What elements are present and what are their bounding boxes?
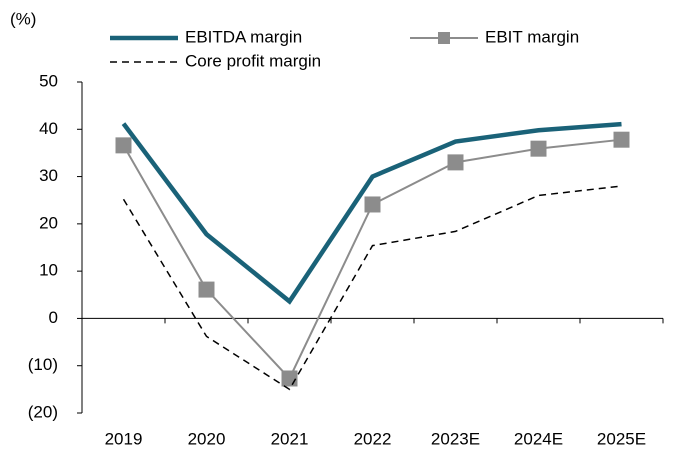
legend-label: EBIT margin (485, 27, 579, 46)
marker (198, 281, 215, 298)
legend-label: Core profit margin (185, 51, 321, 70)
marker (115, 137, 132, 154)
x-tick-label: 2019 (105, 429, 143, 448)
x-tick-label: 2025E (597, 429, 646, 448)
y-tick-label: 20 (39, 213, 58, 232)
x-tick-label: 2021 (271, 429, 309, 448)
marker (530, 140, 547, 157)
y-tick-label: 10 (39, 261, 58, 280)
marker (364, 196, 381, 213)
y-tick-label: (20) (28, 402, 58, 421)
legend-label: EBITDA margin (185, 27, 302, 46)
marker (613, 131, 630, 148)
x-tick-label: 2023E (431, 429, 480, 448)
series-line (121, 121, 622, 305)
y-axis-label: (%) (10, 9, 36, 28)
y-tick-label: 30 (39, 166, 58, 185)
y-tick-label: 50 (39, 71, 58, 90)
y-tick-label: 0 (49, 308, 58, 327)
legend-marker (438, 32, 450, 44)
x-tick-label: 2020 (188, 429, 226, 448)
y-tick-label: 40 (39, 119, 58, 138)
marker (447, 154, 464, 171)
x-tick-label: 2024E (514, 429, 563, 448)
series-line (122, 185, 622, 391)
y-tick-label: (10) (28, 355, 58, 374)
x-tick-label: 2022 (354, 429, 392, 448)
